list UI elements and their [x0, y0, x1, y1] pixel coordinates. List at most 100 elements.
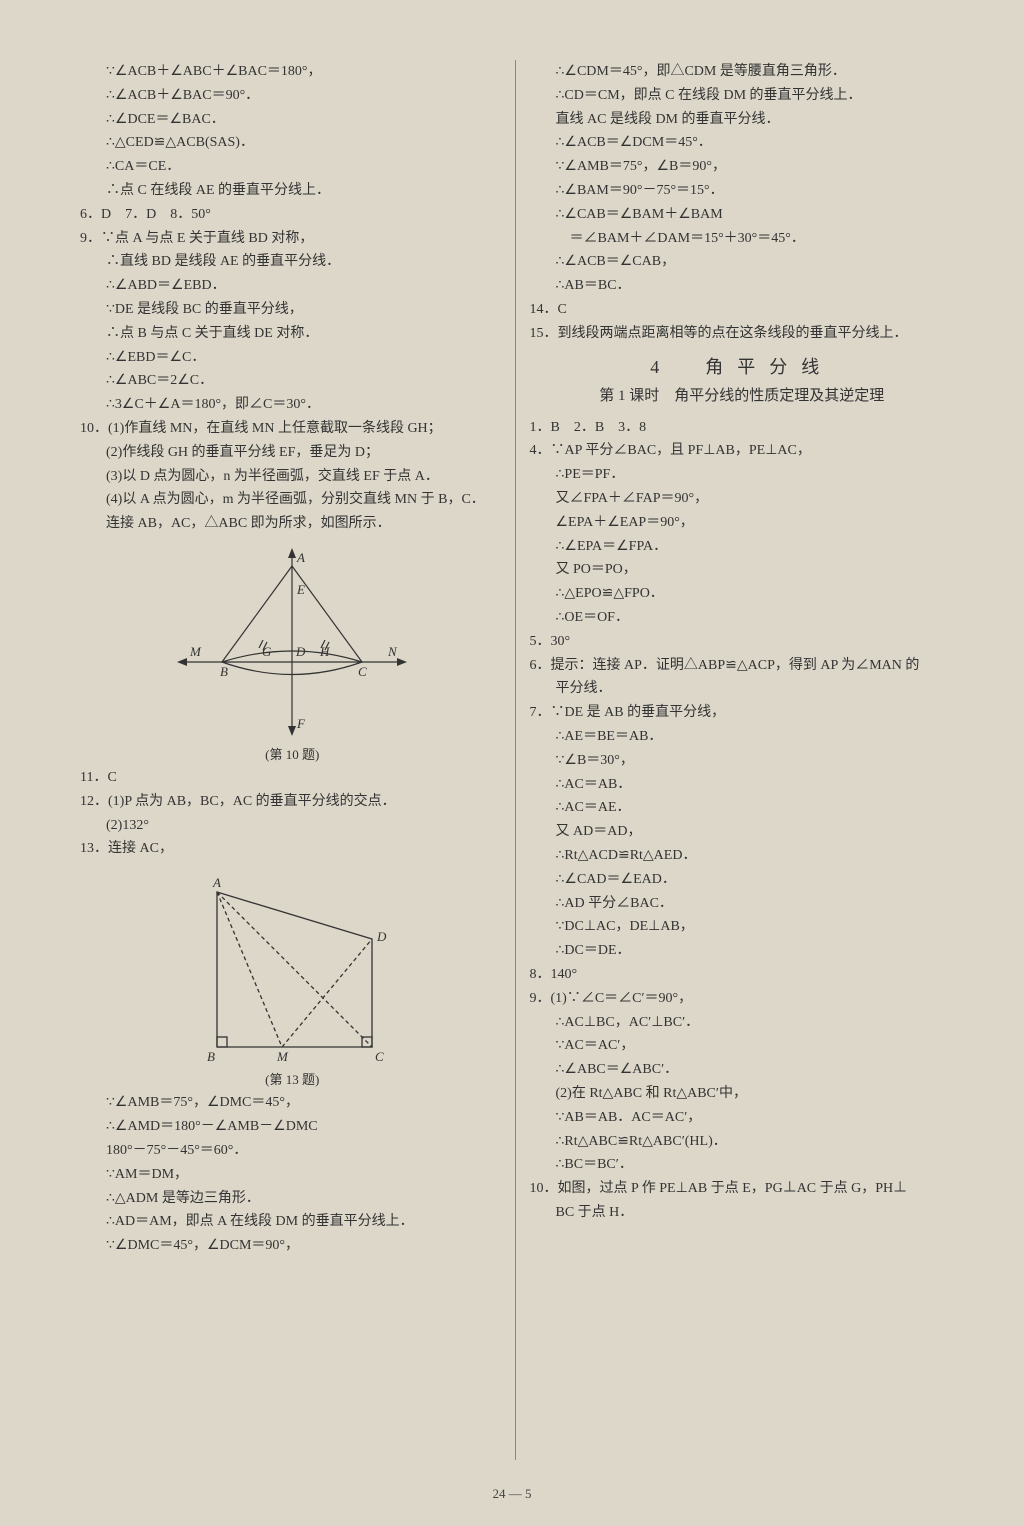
line: ∴点 B 与点 C 关于直线 DE 对称．	[80, 322, 505, 346]
line: ∵∠DMC＝45°，∠DCM＝90°，	[80, 1234, 505, 1258]
right-column: ∴∠CDM＝45°，即△CDM 是等腰直角三角形． ∴CD＝CM，即点 C 在线…	[515, 60, 955, 1460]
line: ∴AC＝AE．	[530, 796, 955, 820]
label-B: B	[220, 664, 228, 679]
line: ∴∠AMD＝180°－∠AMB－∠DMC	[80, 1115, 505, 1139]
line: (2)在 Rt△ABC 和 Rt△ABC′中，	[530, 1082, 955, 1106]
label-N: N	[387, 644, 398, 659]
line: 1．B 2．B 3．8	[530, 416, 955, 440]
line: ∴△EPO≌△FPO．	[530, 582, 955, 606]
line: ∴CA＝CE．	[80, 155, 505, 179]
line: 直线 AC 是线段 DM 的垂直平分线．	[530, 108, 955, 132]
line: ∵DC⊥AC，DE⊥AB，	[530, 915, 955, 939]
label-E: E	[296, 582, 305, 597]
line: ∵∠ACB＋∠ABC＋∠BAC＝180°，	[80, 60, 505, 84]
line: ∴Rt△ABC≌Rt△ABC′(HL)．	[530, 1130, 955, 1154]
line: ∴∠DCE＝∠BAC．	[80, 108, 505, 132]
line: ∴∠CAB＝∠BAM＋∠BAM	[530, 203, 955, 227]
line: ∴∠EBD＝∠C．	[80, 346, 505, 370]
section-title: 4 角平分线	[530, 352, 955, 383]
line: 4．∵AP 平分∠BAC，且 PF⊥AB，PE⊥AC，	[530, 439, 955, 463]
line: ∴CD＝CM，即点 C 在线段 DM 的垂直平分线上．	[530, 84, 955, 108]
line: ∴∠CAD＝∠EAD．	[530, 868, 955, 892]
label-D: D	[376, 929, 387, 944]
line: ∴3∠C＋∠A＝180°，即∠C＝30°．	[80, 393, 505, 417]
columns: ∵∠ACB＋∠ABC＋∠BAC＝180°， ∴∠ACB＋∠BAC＝90°． ∴∠…	[80, 60, 954, 1460]
line: ∴AC＝AB．	[530, 773, 955, 797]
line: ∴∠BAM＝90°－75°＝15°．	[530, 179, 955, 203]
line: 8．140°	[530, 963, 955, 987]
line: ∴△CED≌△ACB(SAS)．	[80, 131, 505, 155]
line: ∠EPA＋∠EAP＝90°，	[530, 511, 955, 535]
line: ∵∠AMB＝75°，∠DMC＝45°，	[80, 1091, 505, 1115]
line: 15．到线段两端点距离相等的点在这条线段的垂直平分线上．	[530, 322, 955, 346]
line: (3)以 D 点为圆心，n 为半径画弧，交直线 EF 于点 A．	[80, 465, 505, 489]
line: 9．∵点 A 与点 E 关于直线 BD 对称，	[80, 227, 505, 251]
line: 6．提示：连接 AP．证明△ABP≌△ACP，得到 AP 为∠MAN 的	[530, 654, 955, 678]
line: 10．如图，过点 P 作 PE⊥AB 于点 E，PG⊥AC 于点 G，PH⊥	[530, 1177, 955, 1201]
line: ∴DC＝DE．	[530, 939, 955, 963]
line: (2)132°	[80, 814, 505, 838]
line: ∵AM＝DM，	[80, 1163, 505, 1187]
line: ∴∠EPA＝∠FPA．	[530, 535, 955, 559]
line: (2)作线段 GH 的垂直平分线 EF，垂足为 D；	[80, 441, 505, 465]
label-M: M	[189, 644, 202, 659]
line: ∴∠ACB＋∠BAC＝90°．	[80, 84, 505, 108]
line: ∴OE＝OF．	[530, 606, 955, 630]
line: ∴∠ACB＝∠DCM＝45°．	[530, 131, 955, 155]
line: (4)以 A 点为圆心，m 为半径画弧，分别交直线 MN 于 B，C．	[80, 488, 505, 512]
line: 11．C	[80, 766, 505, 790]
figure-10: M N B C A E F G D H	[162, 542, 422, 742]
left-column: ∵∠ACB＋∠ABC＋∠BAC＝180°， ∴∠ACB＋∠BAC＝90°． ∴∠…	[80, 60, 515, 1460]
label-F: F	[296, 716, 306, 731]
line: ∴∠ACB＝∠CAB，	[530, 250, 955, 274]
label-D: D	[295, 644, 306, 659]
line: 又 PO＝PO，	[530, 558, 955, 582]
line: ∴AD 平分∠BAC．	[530, 892, 955, 916]
line: ∴PE＝PF．	[530, 463, 955, 487]
line: ∴∠ABC＝∠ABC′．	[530, 1058, 955, 1082]
line: ∴∠CDM＝45°，即△CDM 是等腰直角三角形．	[530, 60, 955, 84]
label-H: H	[319, 644, 330, 659]
label-C: C	[358, 664, 367, 679]
line: 9．(1)∵∠C＝∠C′＝90°，	[530, 987, 955, 1011]
line: ∴直线 BD 是线段 AE 的垂直平分线．	[80, 250, 505, 274]
line: ∴Rt△ACD≌Rt△AED．	[530, 844, 955, 868]
page-number: 24 — 5	[0, 1486, 1024, 1502]
line: ∴AE＝BE＝AB．	[530, 725, 955, 749]
label-G: G	[262, 644, 272, 659]
figure-13: A D B C M	[177, 867, 407, 1067]
line: ＝∠BAM＋∠DAM＝15°＋30°＝45°．	[530, 227, 955, 251]
figure-13-caption: (第 13 题)	[80, 1069, 505, 1091]
line: ∴△ADM 是等边三角形．	[80, 1187, 505, 1211]
line: ∴∠ABD＝∠EBD．	[80, 274, 505, 298]
line: 又 AD＝AD，	[530, 820, 955, 844]
line: 6．D 7．D 8．50°	[80, 203, 505, 227]
line: ∴BC＝BC′．	[530, 1153, 955, 1177]
line: ∵∠B＝30°，	[530, 749, 955, 773]
label-B: B	[207, 1049, 215, 1064]
line: 连接 AB，AC，△ABC 即为所求，如图所示．	[80, 512, 505, 536]
line: ∵AB＝AB．AC＝AC′，	[530, 1106, 955, 1130]
lesson-title: 第 1 课时 角平分线的性质定理及其逆定理	[530, 384, 955, 410]
line: ∵∠AMB＝75°，∠B＝90°，	[530, 155, 955, 179]
line: 13．连接 AC，	[80, 837, 505, 861]
label-A: A	[212, 875, 221, 890]
line: 又∠FPA＋∠FAP＝90°，	[530, 487, 955, 511]
line: ∴∠ABC＝2∠C．	[80, 369, 505, 393]
page: ∵∠ACB＋∠ABC＋∠BAC＝180°， ∴∠ACB＋∠BAC＝90°． ∴∠…	[0, 0, 1024, 1526]
label-M: M	[276, 1049, 289, 1064]
line: 10．(1)作直线 MN，在直线 MN 上任意截取一条线段 GH；	[80, 417, 505, 441]
line: 平分线．	[530, 677, 955, 701]
line: ∵AC＝AC′，	[530, 1034, 955, 1058]
line: ∴AD＝AM，即点 A 在线段 DM 的垂直平分线上．	[80, 1210, 505, 1234]
label-A: A	[296, 550, 305, 565]
line: BC 于点 H．	[530, 1201, 955, 1225]
line: ∴点 C 在线段 AE 的垂直平分线上．	[80, 179, 505, 203]
line: 7．∵DE 是 AB 的垂直平分线，	[530, 701, 955, 725]
line: 14．C	[530, 298, 955, 322]
line: ∵DE 是线段 BC 的垂直平分线，	[80, 298, 505, 322]
figure-10-caption: (第 10 题)	[80, 744, 505, 766]
line: 180°－75°－45°＝60°．	[80, 1139, 505, 1163]
line: 5．30°	[530, 630, 955, 654]
label-C: C	[375, 1049, 384, 1064]
